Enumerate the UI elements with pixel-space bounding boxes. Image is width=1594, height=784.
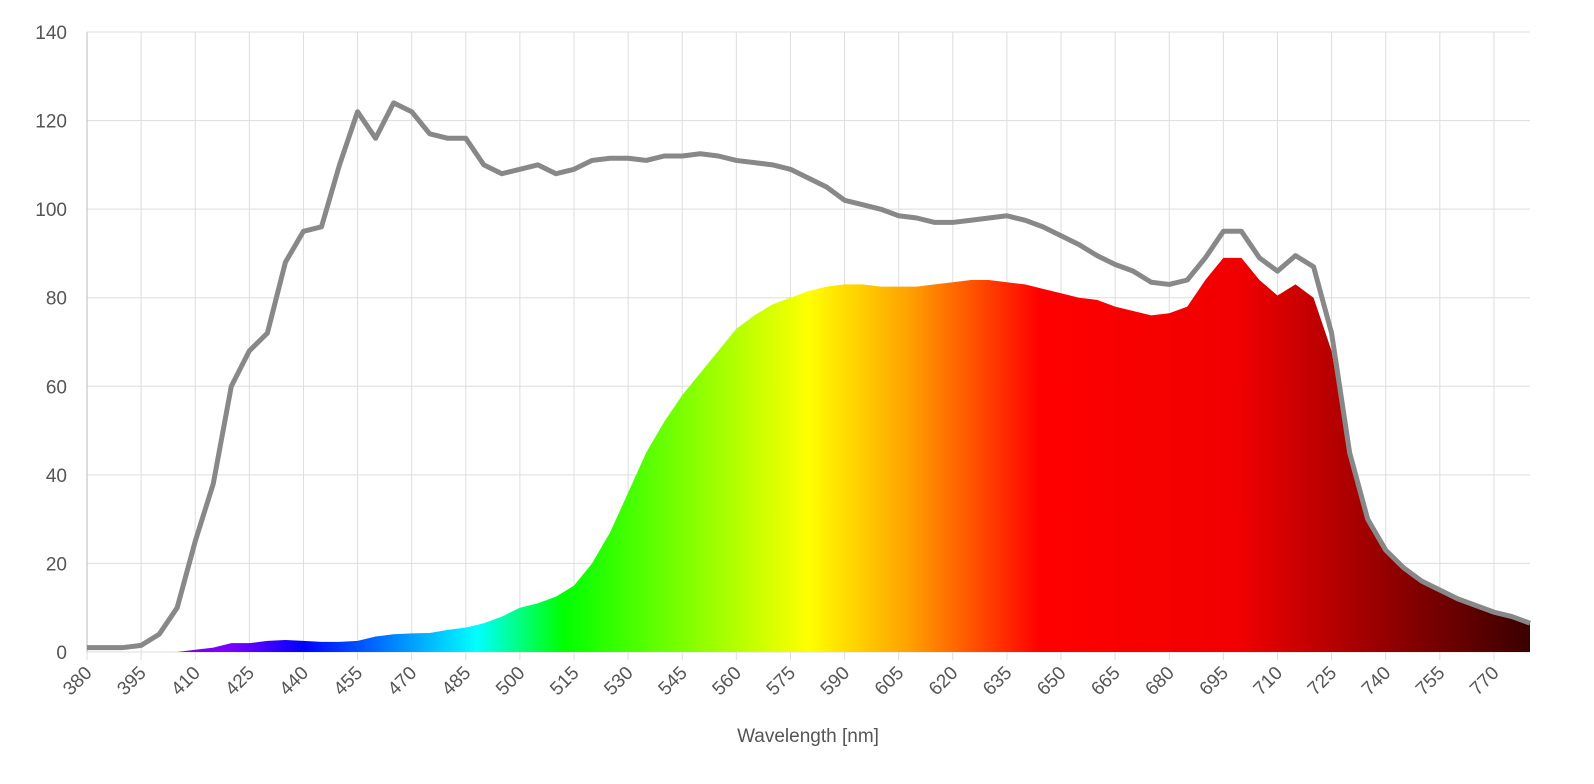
y-tick-label: 60	[46, 377, 67, 398]
y-tick-label: 100	[35, 200, 67, 221]
x-tick-label: 725	[1304, 663, 1341, 700]
y-tick-label: 80	[46, 289, 67, 310]
x-tick-label: 740	[1358, 663, 1395, 700]
x-tick-label: 605	[871, 663, 908, 700]
y-tick-label: 0	[56, 643, 67, 664]
x-tick-label: 590	[817, 663, 854, 700]
x-tick-label: 620	[925, 663, 962, 700]
x-tick-label: 485	[438, 663, 475, 700]
x-tick-label: 530	[600, 663, 637, 700]
y-tick-label: 40	[46, 466, 67, 487]
x-tick-label: 635	[979, 663, 1016, 700]
x-axis-label: Wavelength [nm]	[737, 726, 879, 747]
x-tick-label: 500	[492, 663, 529, 700]
x-tick-label: 770	[1466, 663, 1503, 700]
x-tick-label: 455	[330, 663, 367, 700]
x-tick-label: 395	[113, 663, 150, 700]
x-tick-label: 575	[763, 663, 800, 700]
x-tick-label: 680	[1142, 663, 1179, 700]
x-tick-label: 665	[1087, 663, 1124, 700]
x-tick-label: 410	[167, 663, 204, 700]
spectrum-line	[87, 100, 1531, 651]
x-tick-label: 515	[546, 663, 583, 700]
y-tick-label: 140	[35, 23, 67, 44]
x-tick-label: 755	[1412, 663, 1449, 700]
x-tick-label: 470	[384, 663, 421, 700]
x-tick-label: 710	[1250, 663, 1287, 700]
x-tick-label: 425	[222, 663, 259, 700]
x-tick-label: 545	[655, 663, 692, 700]
x-tick-label: 560	[709, 663, 746, 700]
y-tick-label: 20	[46, 554, 67, 575]
x-tick-label: 380	[59, 663, 96, 700]
x-tick-label: 650	[1033, 663, 1070, 700]
x-tick-label: 695	[1196, 663, 1233, 700]
x-tick-label: 440	[276, 663, 313, 700]
y-tick-label: 120	[35, 112, 67, 133]
spectrum-area	[87, 257, 1530, 652]
